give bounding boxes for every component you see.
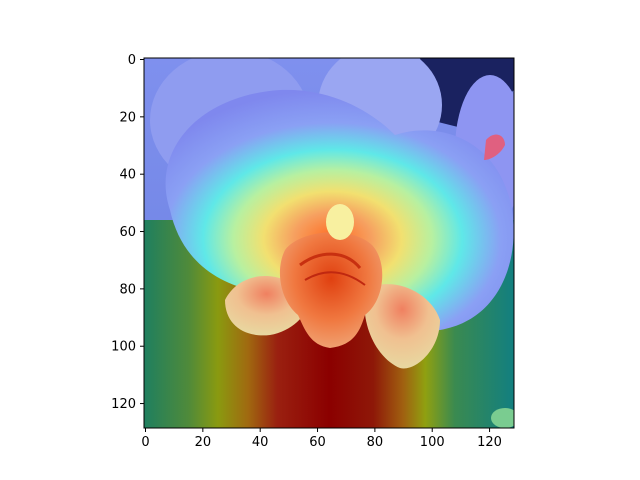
- x-axis: 0 20 40 60 80 100 120: [141, 428, 502, 450]
- x-tick-label: 100: [420, 435, 445, 450]
- x-tick-label: 0: [141, 435, 149, 450]
- y-tick-label: 60: [119, 225, 136, 240]
- x-tick-label: 40: [252, 435, 269, 450]
- lip-markings-2: [304, 271, 366, 286]
- lower-petal-right: [364, 284, 440, 369]
- lip-markings: [299, 252, 362, 270]
- y-tick-label: 40: [119, 168, 136, 183]
- y-tick-label: 120: [111, 397, 136, 412]
- axes-frame: [143, 57, 515, 429]
- corner-leaf: [491, 408, 514, 428]
- orchid-column: [326, 204, 354, 240]
- x-tick-label: 80: [367, 435, 384, 450]
- y-tick-label: 100: [111, 340, 136, 355]
- x-tick-label: 120: [477, 435, 502, 450]
- y-tick-label: 0: [128, 53, 136, 68]
- heatmap-image: [144, 58, 514, 428]
- x-tick-label: 60: [309, 435, 326, 450]
- side-flower-accent: [484, 134, 505, 160]
- y-tick-label: 80: [119, 282, 136, 297]
- y-tick-label: 20: [119, 110, 136, 125]
- x-tick-label: 20: [195, 435, 212, 450]
- y-axis: 0 20 40 60 80 100 120: [111, 53, 144, 412]
